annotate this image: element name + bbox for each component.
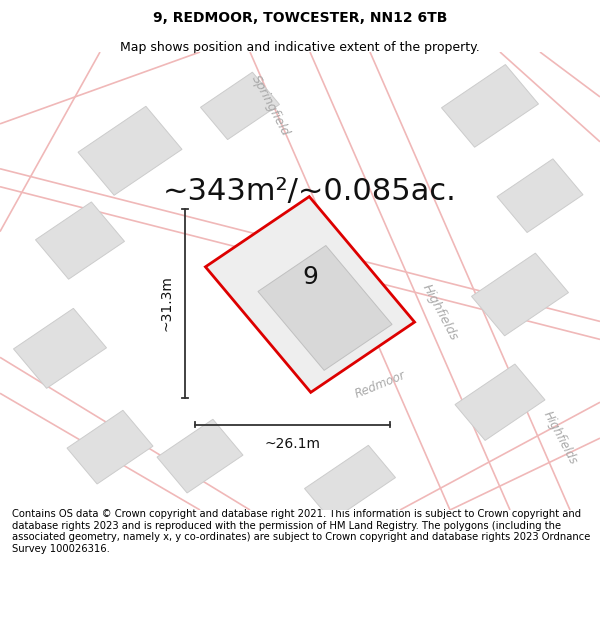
Polygon shape: [205, 197, 415, 392]
Text: Highfields: Highfields: [419, 282, 460, 343]
Text: Map shows position and indicative extent of the property.: Map shows position and indicative extent…: [120, 41, 480, 54]
Polygon shape: [14, 308, 106, 388]
Polygon shape: [305, 445, 395, 521]
Text: Springfield: Springfield: [248, 73, 292, 139]
Polygon shape: [472, 253, 568, 336]
Polygon shape: [67, 410, 153, 484]
Text: Redmoor: Redmoor: [353, 368, 407, 401]
Polygon shape: [442, 64, 538, 148]
Text: ~343m²/~0.085ac.: ~343m²/~0.085ac.: [163, 177, 457, 206]
Polygon shape: [157, 419, 243, 493]
Text: 9: 9: [302, 264, 318, 289]
Polygon shape: [258, 246, 392, 371]
Polygon shape: [78, 106, 182, 195]
Text: 9, REDMOOR, TOWCESTER, NN12 6TB: 9, REDMOOR, TOWCESTER, NN12 6TB: [153, 11, 447, 26]
Text: ~31.3m: ~31.3m: [159, 276, 173, 331]
Polygon shape: [497, 159, 583, 232]
Polygon shape: [35, 202, 125, 279]
Polygon shape: [200, 72, 280, 139]
Text: ~26.1m: ~26.1m: [265, 438, 320, 451]
Text: Contains OS data © Crown copyright and database right 2021. This information is : Contains OS data © Crown copyright and d…: [12, 509, 590, 554]
Polygon shape: [455, 364, 545, 441]
Text: Highfields: Highfields: [541, 409, 580, 467]
